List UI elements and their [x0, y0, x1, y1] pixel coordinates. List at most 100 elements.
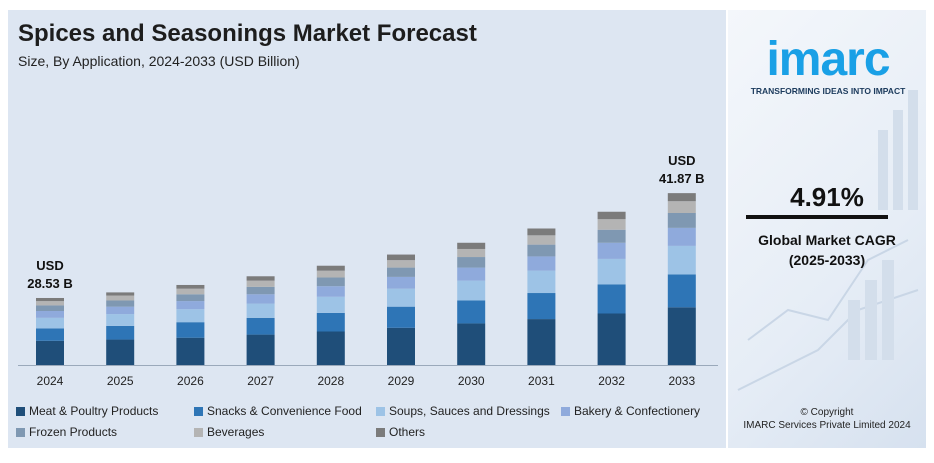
bar-segment-soups-sauces-and-dressings-2033: [667, 245, 696, 275]
bar-segment-others-2026: [176, 284, 205, 289]
bar-segment-others-2032: [597, 211, 626, 220]
x-tick-label-2029: 2029: [388, 374, 415, 388]
bar-segment-meat-poultry-products-2024: [36, 340, 64, 365]
bar-segment-snacks-convenience-food-2025: [106, 325, 135, 340]
bar-segment-frozen-products-2026: [176, 294, 205, 302]
bar-segment-snacks-convenience-food-2024: [36, 328, 64, 341]
side-panel: imarc TRANSFORMING IDEAS INTO IMPACT 4.9…: [728, 10, 926, 448]
bar-segment-bakery-confectionery-2032: [597, 242, 626, 259]
bar-segment-bakery-confectionery-2026: [176, 301, 205, 310]
bar-segment-beverages-2029: [387, 260, 415, 268]
bar-segment-meat-poultry-products-2025: [106, 339, 135, 365]
legend-swatch: [16, 427, 25, 437]
legend-swatch: [194, 427, 203, 437]
cagr-divider: [746, 215, 888, 219]
chart-subtitle: Size, By Application, 2024-2033 (USD Bil…: [18, 53, 300, 69]
bar-segment-soups-sauces-and-dressings-2031: [527, 270, 556, 294]
copyright-notice: © Copyright IMARC Services Private Limit…: [728, 406, 926, 432]
legend-item-snacks-convenience-food: Snacks & Convenience Food: [194, 404, 362, 418]
legend-label: Soups, Sauces and Dressings: [389, 404, 550, 418]
bar-segment-soups-sauces-and-dressings-2025: [106, 314, 135, 326]
cagr-label: Global Market CAGR (2025-2033): [728, 230, 926, 270]
bar-segment-bakery-confectionery-2027: [246, 294, 275, 304]
legend-swatch: [16, 406, 25, 416]
bar-segment-meat-poultry-products-2026: [176, 337, 205, 365]
legend-label: Meat & Poultry Products: [29, 404, 159, 418]
bar-segment-frozen-products-2032: [597, 229, 626, 243]
bar-segment-soups-sauces-and-dressings-2028: [316, 296, 345, 313]
bar-segment-snacks-convenience-food-2032: [597, 284, 626, 314]
bar-segment-others-2030: [457, 242, 486, 249]
bar-segment-frozen-products-2024: [36, 305, 64, 312]
legend-swatch: [376, 427, 385, 437]
legend-swatch: [561, 406, 570, 416]
bar-segment-others-2028: [316, 265, 345, 271]
bar-segment-meat-poultry-products-2033: [667, 307, 696, 365]
bar-segment-frozen-products-2030: [457, 257, 486, 268]
total-label-2024-unit: USD: [36, 258, 63, 273]
x-tick-label-2028: 2028: [317, 374, 344, 388]
legend-item-frozen-products: Frozen Products: [16, 425, 117, 439]
bar-segment-snacks-convenience-food-2029: [387, 306, 415, 328]
bar-segment-frozen-products-2029: [387, 267, 415, 277]
bar-segment-bakery-confectionery-2029: [387, 276, 415, 289]
bar-segment-beverages-2025: [106, 295, 135, 301]
bar-segment-frozen-products-2031: [527, 244, 556, 257]
cagr-label-line1: Global Market CAGR: [758, 232, 896, 248]
brand-tagline: TRANSFORMING IDEAS INTO IMPACT: [750, 86, 906, 96]
bar-segment-others-2031: [527, 228, 556, 236]
legend-label: Frozen Products: [29, 425, 118, 439]
legend-item-meat-poultry-products: Meat & Poultry Products: [16, 404, 158, 418]
chart-title: Spices and Seasonings Market Forecast: [18, 20, 477, 47]
bar-segment-meat-poultry-products-2030: [457, 323, 486, 365]
bar-segment-soups-sauces-and-dressings-2029: [387, 288, 415, 307]
bar-segment-beverages-2027: [246, 280, 275, 287]
bar-segment-others-2033: [667, 193, 696, 202]
bar-segment-bakery-confectionery-2031: [527, 256, 556, 271]
bar-segment-meat-poultry-products-2027: [246, 334, 275, 365]
bar-segment-beverages-2032: [597, 219, 626, 230]
x-tick-label-2030: 2030: [458, 374, 485, 388]
bar-segment-bakery-confectionery-2025: [106, 306, 135, 315]
bar-segment-meat-poultry-products-2031: [527, 319, 556, 365]
total-label-2024-value: 28.53 B: [27, 276, 73, 291]
bar-segment-beverages-2033: [667, 201, 696, 213]
total-label-2033-unit: USD: [668, 153, 695, 168]
bar-segment-snacks-convenience-food-2033: [667, 274, 696, 308]
decorative-chart-background: [737, 90, 919, 391]
stacked-bar-chart: 2024 2025 2026 2027 2028 2029 2030 2031 2032 2033…: [18, 153, 718, 388]
bar-segment-beverages-2031: [527, 235, 556, 245]
bar-segment-beverages-2028: [316, 270, 345, 278]
legend-swatch: [194, 406, 203, 416]
bar-segment-frozen-products-2025: [106, 300, 135, 307]
bar-segment-snacks-convenience-food-2030: [457, 300, 486, 324]
bar-segment-snacks-convenience-food-2028: [316, 312, 345, 332]
x-tick-label-2033: 2033: [668, 374, 695, 388]
x-tick-label-2025: 2025: [107, 374, 134, 388]
copyright-line2: IMARC Services Private Limited 2024: [743, 420, 911, 431]
cagr-value: 4.91%: [790, 182, 864, 212]
chart-panel: Spices and Seasonings Market Forecast Si…: [8, 10, 726, 448]
bar-segment-bakery-confectionery-2033: [667, 227, 696, 246]
bar-segment-bakery-confectionery-2030: [457, 267, 486, 281]
bar-segment-beverages-2026: [176, 288, 205, 295]
bar-segment-soups-sauces-and-dressings-2032: [597, 258, 626, 285]
bar-segment-frozen-products-2027: [246, 286, 275, 295]
x-tick-label-2032: 2032: [598, 374, 625, 388]
x-tick-label-2027: 2027: [247, 374, 274, 388]
bar-segment-bakery-confectionery-2024: [36, 311, 64, 318]
logo-text: imarc: [766, 33, 890, 86]
bar-segment-beverages-2024: [36, 301, 64, 306]
bar-segment-others-2025: [106, 292, 135, 296]
legend-label: Snacks & Convenience Food: [207, 404, 362, 418]
cagr-label-line2: (2025-2033): [788, 252, 866, 268]
bar-segment-others-2024: [36, 297, 64, 302]
brand-logo: imarc TRANSFORMING IDEAS INTO IMPACT: [738, 33, 918, 97]
legend-label: Bakery & Confectionery: [574, 404, 701, 418]
bar-segment-meat-poultry-products-2028: [316, 331, 345, 365]
bar-segment-snacks-convenience-food-2031: [527, 293, 556, 320]
bar-segment-frozen-products-2033: [667, 212, 696, 228]
bar-segment-beverages-2030: [457, 248, 486, 258]
bar-segment-others-2029: [387, 254, 415, 261]
legend-label: Others: [389, 425, 426, 439]
